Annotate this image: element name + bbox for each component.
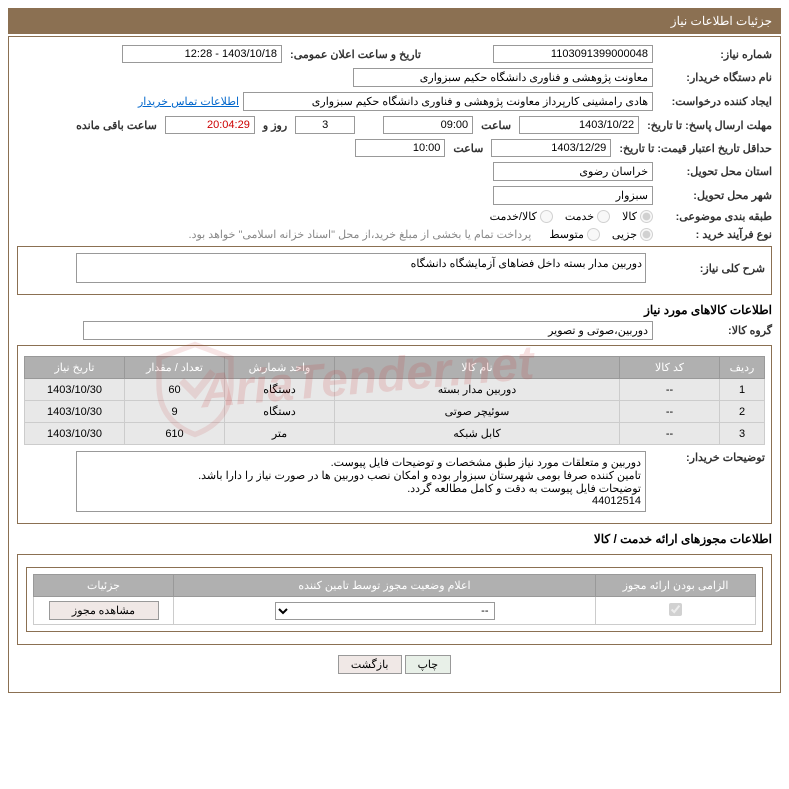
radio-partial[interactable]: جزیی <box>612 228 653 241</box>
deadline-label: مهلت ارسال پاسخ: تا تاریخ: <box>643 119 772 132</box>
contact-buyer-link[interactable]: اطلاعات تماس خریدار <box>138 95 239 108</box>
view-permit-button[interactable]: مشاهده مجوز <box>49 601 159 620</box>
th-unit: واحد شمارش <box>225 357 335 379</box>
radio-service[interactable]: خدمت <box>565 210 610 223</box>
mandatory-checkbox <box>669 603 682 616</box>
process-radio-group: جزیی متوسط <box>549 228 653 241</box>
province-field: خراسان رضوی <box>493 162 653 181</box>
th-row: ردیف <box>720 357 765 379</box>
need-number-label: شماره نیاز: <box>657 48 772 61</box>
deadline-date-field: 1403/10/22 <box>519 116 639 134</box>
category-label: طبقه بندی موضوعی: <box>657 210 772 223</box>
validity-date-field: 1403/12/29 <box>491 139 611 157</box>
radio-medium[interactable]: متوسط <box>549 228 600 241</box>
main-panel: شماره نیاز: 1103091399000048 تاریخ و ساع… <box>8 36 781 693</box>
buyer-notes-label: توضیحات خریدار: <box>650 451 765 464</box>
time-label-1: ساعت <box>477 119 515 132</box>
th-name: نام کالا <box>335 357 620 379</box>
th-date: تاریخ نیاز <box>25 357 125 379</box>
announce-datetime-field: 1403/10/18 - 12:28 <box>122 45 282 63</box>
goods-section-title: اطلاعات کالاهای مورد نیاز <box>17 303 772 317</box>
th-mandatory: الزامی بودن ارائه مجوز <box>596 575 756 597</box>
requester-label: ایجاد کننده درخواست: <box>657 95 772 108</box>
buyer-org-field: معاونت پژوهشی و فناوری دانشگاه حکیم سبزو… <box>353 68 653 87</box>
goods-group-label: گروه کالا: <box>657 324 772 337</box>
panel-header: جزئیات اطلاعات نیاز <box>8 8 781 34</box>
city-label: شهر محل تحویل: <box>657 189 772 202</box>
province-label: استان محل تحویل: <box>657 165 772 178</box>
process-label: نوع فرآیند خرید : <box>657 228 772 241</box>
process-note: پرداخت تمام یا بخشی از مبلغ خرید،از محل … <box>189 228 532 241</box>
radio-both[interactable]: کالا/خدمت <box>490 210 553 223</box>
days-remaining-field: 3 <box>295 116 355 134</box>
table-row: 3--کابل شبکهمتر6101403/10/30 <box>25 423 765 445</box>
remaining-suffix-label: ساعت باقی مانده <box>72 119 161 132</box>
requester-field: هادی رامشینی کارپرداز معاونت پژوهشی و فن… <box>243 92 653 111</box>
print-button[interactable]: چاپ <box>405 655 452 674</box>
description-panel: شرح کلی نیاز: دوربین مدار بسته داخل فضاه… <box>17 246 772 295</box>
table-row: 1--دوربین مدار بستهدستگاه601403/10/30 <box>25 379 765 401</box>
back-button[interactable]: بازگشت <box>338 655 402 674</box>
announce-datetime-label: تاریخ و ساعت اعلان عمومی: <box>286 48 425 61</box>
need-number-field: 1103091399000048 <box>493 45 653 63</box>
permit-table: الزامی بودن ارائه مجوز اعلام وضعیت مجوز … <box>33 574 756 625</box>
radio-goods[interactable]: کالا <box>622 210 653 223</box>
time-remaining-field: 20:04:29 <box>165 116 255 134</box>
th-status: اعلام وضعیت مجوز توسط تامین کننده <box>174 575 596 597</box>
validity-label: حداقل تاریخ اعتبار قیمت: تا تاریخ: <box>615 142 772 155</box>
goods-group-field: دوربین،صوتی و تصویر <box>83 321 653 340</box>
status-select[interactable]: -- <box>275 602 495 620</box>
table-row: 2--سوئیچر صوتیدستگاه91403/10/30 <box>25 401 765 423</box>
permit-section-title: اطلاعات مجوزهای ارائه خدمت / کالا <box>17 532 772 546</box>
category-radio-group: کالا خدمت کالا/خدمت <box>490 210 653 223</box>
footer-buttons: چاپ بازگشت <box>17 655 772 684</box>
th-qty: تعداد / مقدار <box>125 357 225 379</box>
buyer-notes-field: دوربین و متعلقات مورد نیاز طبق مشخصات و … <box>76 451 646 512</box>
th-code: کد کالا <box>620 357 720 379</box>
validity-time-field: 10:00 <box>355 139 445 157</box>
deadline-time-field: 09:00 <box>383 116 473 134</box>
permit-panel: الزامی بودن ارائه مجوز اعلام وضعیت مجوز … <box>17 554 772 645</box>
header-title: جزئیات اطلاعات نیاز <box>671 14 772 28</box>
days-and-label: روز و <box>259 119 291 132</box>
goods-table: ردیف کد کالا نام کالا واحد شمارش تعداد /… <box>24 356 765 445</box>
time-label-2: ساعت <box>449 142 487 155</box>
city-field: سبزوار <box>493 186 653 205</box>
th-details: جزئیات <box>34 575 174 597</box>
desc-field: دوربین مدار بسته داخل فضاهای آزمایشگاه د… <box>76 253 646 283</box>
desc-label: شرح کلی نیاز: <box>650 262 765 275</box>
permit-row: -- مشاهده مجوز <box>34 597 756 625</box>
goods-table-panel: ردیف کد کالا نام کالا واحد شمارش تعداد /… <box>17 345 772 524</box>
buyer-org-label: نام دستگاه خریدار: <box>657 71 772 84</box>
